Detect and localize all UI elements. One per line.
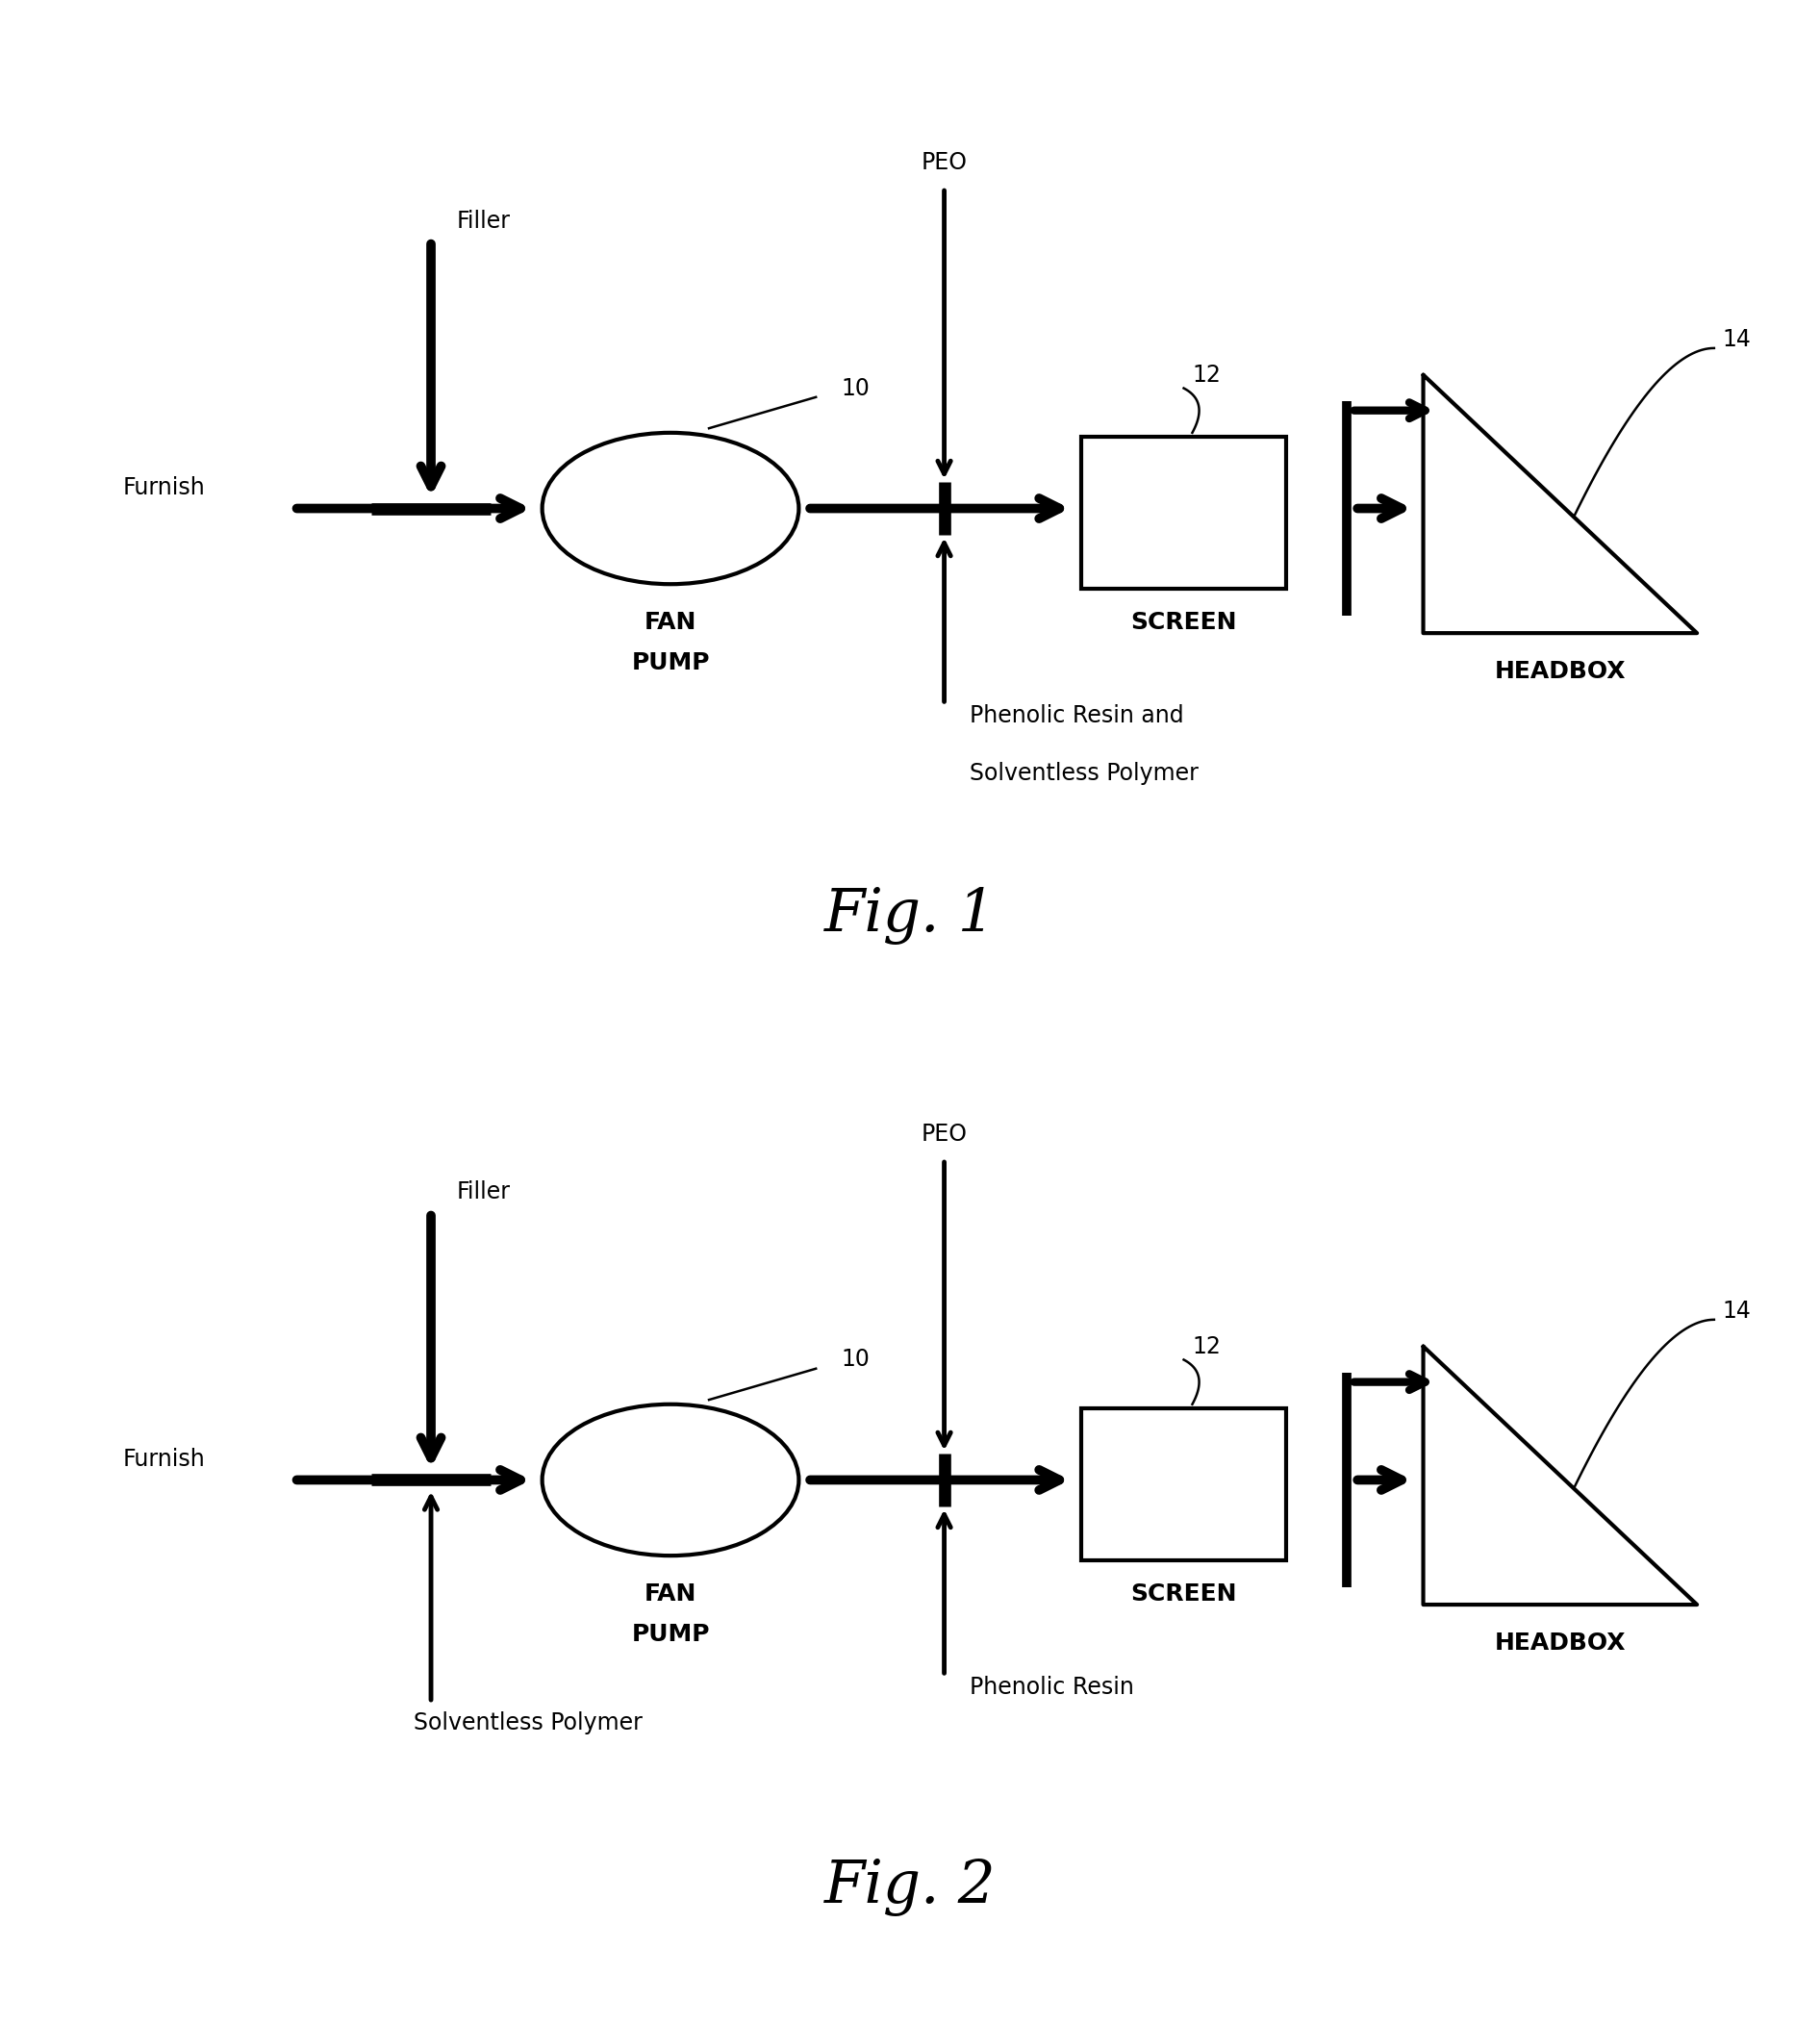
Text: Solventless Polymer: Solventless Polymer (970, 763, 1199, 785)
Text: HEADBOX: HEADBOX (1494, 1631, 1625, 1654)
Text: SCREEN: SCREEN (1130, 611, 1238, 634)
Text: PUMP: PUMP (632, 652, 710, 674)
Text: 12: 12 (1192, 1334, 1221, 1358)
Text: Phenolic Resin: Phenolic Resin (970, 1676, 1134, 1698)
Text: PUMP: PUMP (632, 1623, 710, 1646)
Text: 10: 10 (841, 1348, 870, 1372)
Bar (1081, 437, 1287, 589)
Text: Filler: Filler (457, 1180, 510, 1204)
Text: SCREEN: SCREEN (1130, 1583, 1238, 1605)
Text: PEO: PEO (921, 1123, 966, 1146)
Text: Fig. 1: Fig. 1 (824, 887, 996, 945)
Text: Furnish: Furnish (124, 1447, 206, 1471)
Text: 14: 14 (1724, 1299, 1751, 1322)
Text: HEADBOX: HEADBOX (1494, 660, 1625, 682)
Text: FAN: FAN (644, 611, 697, 634)
Text: Solventless Polymer: Solventless Polymer (413, 1712, 642, 1735)
Text: Filler: Filler (457, 208, 510, 233)
Text: 12: 12 (1192, 362, 1221, 387)
Text: FAN: FAN (644, 1583, 697, 1605)
Text: PEO: PEO (921, 152, 966, 174)
Text: Phenolic Resin and: Phenolic Resin and (970, 704, 1185, 727)
Text: 14: 14 (1724, 328, 1751, 350)
Text: 10: 10 (841, 376, 870, 401)
Text: Fig. 2: Fig. 2 (824, 1858, 996, 1917)
Text: Furnish: Furnish (124, 476, 206, 500)
Bar (1081, 1409, 1287, 1561)
